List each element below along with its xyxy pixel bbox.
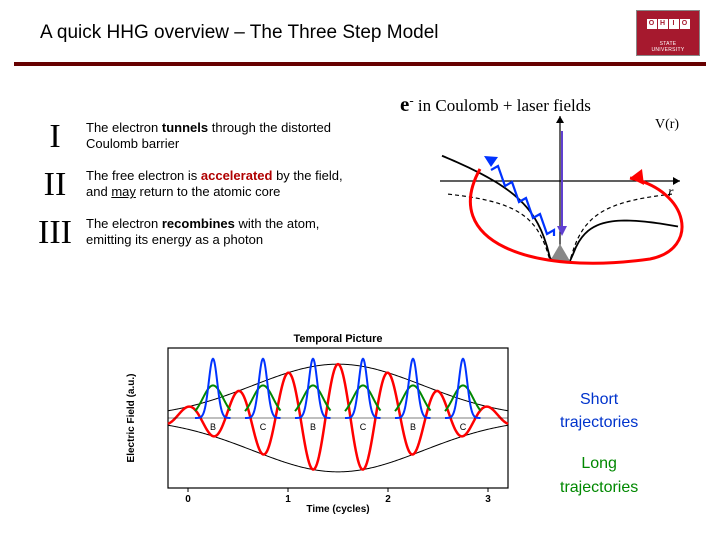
logo-tiles: OHIO [647,19,690,29]
long-traj-label: Long trajectories [560,454,638,496]
roman-numeral: I [24,120,86,154]
trajectory-labels: Short trajectories Long trajectories [560,390,638,501]
svg-text:B: B [410,422,416,432]
svg-text:1: 1 [285,494,291,505]
step-item: IThe electron tunnels through the distor… [24,120,366,154]
svg-text:C: C [260,422,267,432]
roman-numeral: III [24,216,86,250]
logo-subtext: STATEUNIVERSITY [637,41,699,53]
header: A quick HHG overview – The Three Step Mo… [0,0,720,62]
svg-text:Electric Field (a.u.): Electric Field (a.u.) [126,374,137,463]
header-rule [14,62,706,66]
step-desc: The electron tunnels through the distort… [86,120,366,153]
steps-list: IThe electron tunnels through the distor… [24,120,366,264]
svg-text:C: C [460,422,467,432]
step-item: IIThe free electron is accelerated by th… [24,168,366,202]
osu-logo: OHIO STATEUNIVERSITY [636,10,700,56]
svg-text:2: 2 [385,494,391,505]
step-desc: The electron recombines with the atom, e… [86,216,366,249]
svg-text:3: 3 [485,494,491,505]
temporal-chart: Temporal Picture Time (cycles) Electric Fi… [120,330,520,520]
svg-text:B: B [310,422,316,432]
svg-text:V(r): V(r) [655,117,679,132]
svg-text:C: C [360,422,367,432]
svg-text:B: B [210,422,216,432]
step-desc: The free electron is accelerated by the … [86,168,366,201]
svg-text:Time (cycles): Time (cycles) [306,504,369,515]
coulomb-diagram: V(r)r [430,106,690,266]
svg-text:Temporal Picture: Temporal Picture [293,333,382,345]
page-title: A quick HHG overview – The Three Step Mo… [40,22,636,44]
step-item: IIIThe electron recombines with the atom… [24,216,366,250]
roman-numeral: II [24,168,86,202]
short-traj-label: Short trajectories [560,390,638,432]
svg-text:0: 0 [185,494,191,505]
